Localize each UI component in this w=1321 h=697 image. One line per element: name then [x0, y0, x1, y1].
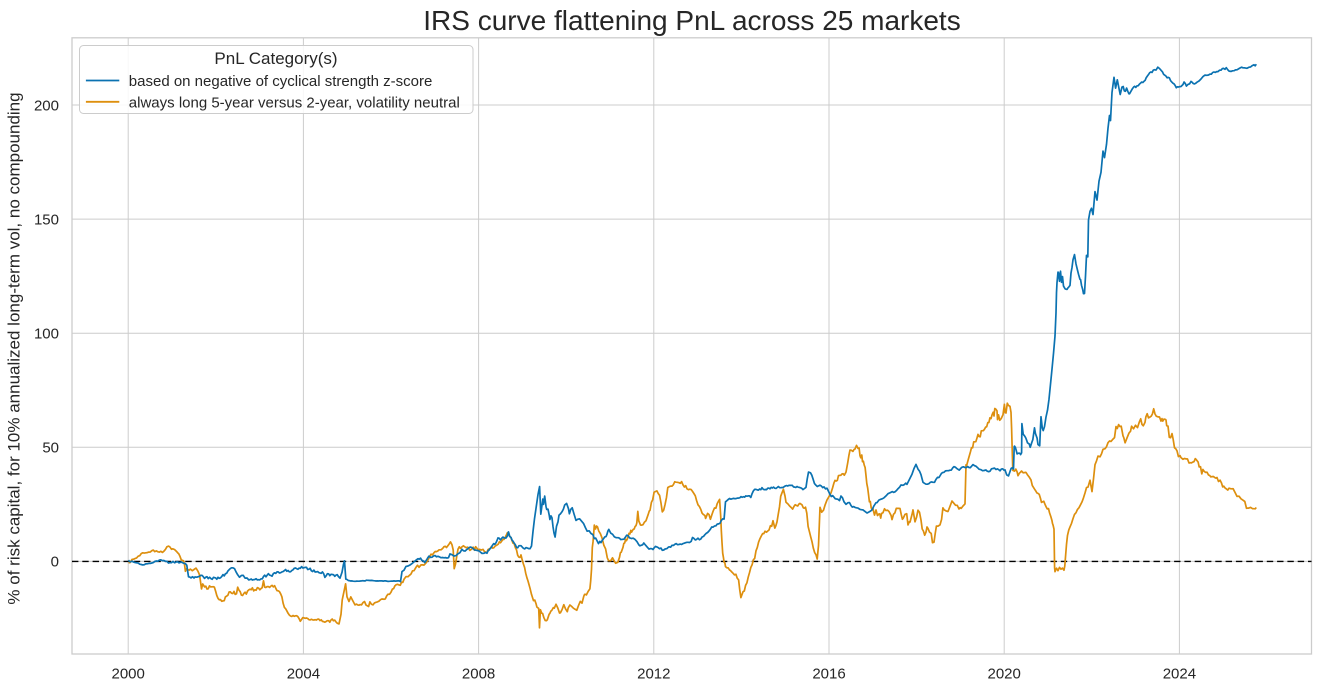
svg-text:100: 100 [34, 326, 59, 343]
svg-text:150: 150 [34, 211, 59, 228]
svg-text:based on negative of cyclical: based on negative of cyclical strength z… [129, 73, 433, 90]
svg-text:2016: 2016 [812, 665, 845, 682]
svg-text:% of risk capital, for 10% ann: % of risk capital, for 10% annualized lo… [5, 92, 24, 604]
svg-text:always long 5-year versus 2-ye: always long 5-year versus 2-year, volati… [129, 94, 460, 111]
svg-text:2020: 2020 [988, 665, 1021, 682]
svg-text:50: 50 [42, 440, 59, 457]
svg-text:2008: 2008 [462, 665, 495, 682]
svg-text:2012: 2012 [637, 665, 670, 682]
svg-text:2004: 2004 [287, 665, 320, 682]
svg-text:PnL Category(s): PnL Category(s) [214, 49, 337, 68]
svg-text:IRS curve flattening PnL acros: IRS curve flattening PnL across 25 marke… [423, 5, 960, 36]
svg-text:0: 0 [51, 554, 59, 571]
svg-text:2024: 2024 [1163, 665, 1196, 682]
svg-text:2000: 2000 [112, 665, 145, 682]
svg-text:200: 200 [34, 97, 59, 114]
